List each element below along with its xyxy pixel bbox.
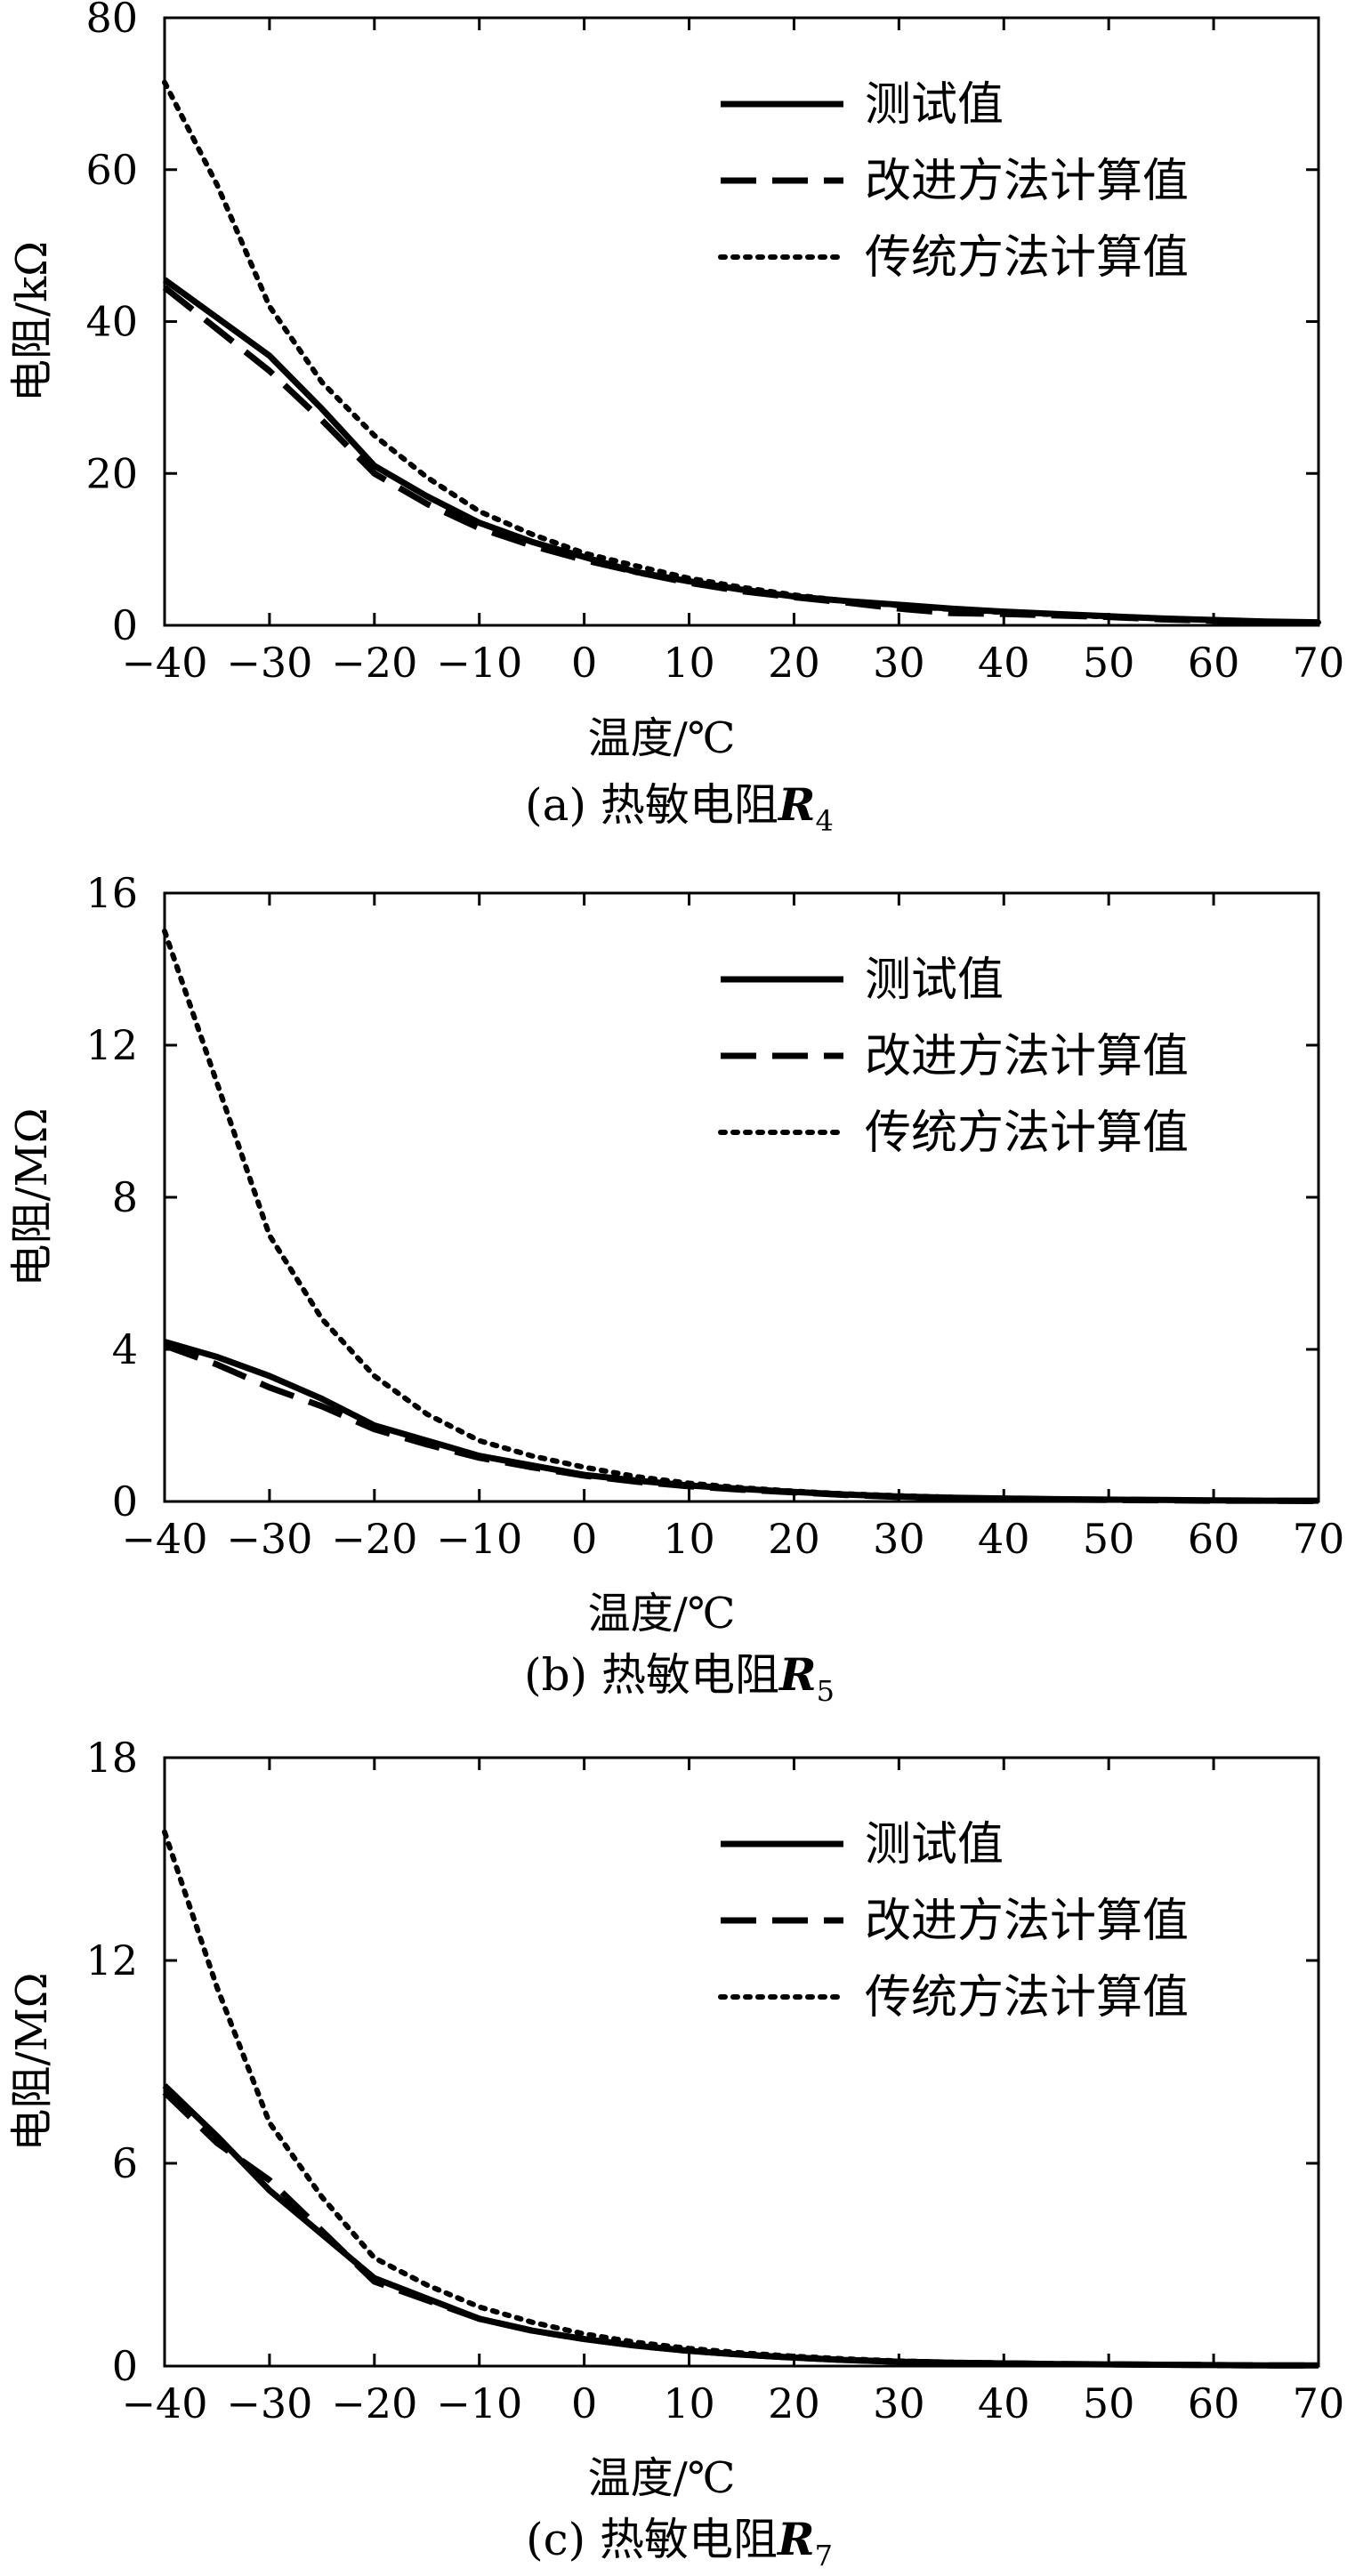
x-axis-title: 温度/℃: [588, 713, 736, 763]
x-tick-label: −30: [226, 639, 312, 687]
y-axis-title: 电阻/kΩ: [7, 241, 57, 402]
y-tick-label: 4: [112, 1325, 138, 1373]
series-line-3: [162, 928, 1321, 1504]
x-tick-label: 20: [768, 2379, 820, 2427]
x-tick-label: −40: [121, 1515, 207, 1563]
x-tick-label: 0: [571, 2379, 597, 2427]
y-tick-label: 40: [85, 298, 138, 346]
legend-label-3: 传统方法计算值: [865, 231, 1189, 285]
y-tick-label: 0: [112, 601, 138, 649]
y-tick-label: 20: [85, 449, 138, 497]
series-line-2: [162, 2089, 1319, 2369]
x-tick-label: 0: [571, 1515, 597, 1563]
x-tick-label: 70: [1293, 2379, 1345, 2427]
legend-label-2: 改进方法计算值: [865, 1895, 1189, 1948]
x-tick-label: 30: [873, 1515, 925, 1563]
x-tick-label: 20: [768, 639, 820, 687]
y-tick-label: 18: [85, 1734, 138, 1782]
x-tick-label: −40: [121, 639, 207, 687]
panel-caption: (c) 热敏电阻R7: [526, 2513, 833, 2572]
x-tick-label: 0: [571, 639, 597, 687]
legend-label-1: 测试值: [865, 954, 1004, 1007]
y-tick-label: 12: [85, 1936, 138, 1984]
x-tick-label: −10: [436, 1515, 522, 1563]
y-tick-label: 6: [112, 2139, 138, 2187]
legend-label-2: 改进方法计算值: [865, 1030, 1189, 1083]
x-tick-label: 10: [663, 1515, 715, 1563]
x-tick-label: −20: [331, 2379, 417, 2427]
y-tick-label: 60: [85, 146, 138, 194]
series-line-3: [162, 1829, 1321, 2369]
plot-frame: [163, 16, 1320, 627]
x-tick-label: 30: [873, 639, 925, 687]
x-axis-title: 温度/℃: [588, 1589, 736, 1638]
x-tick-label: 50: [1083, 1515, 1135, 1563]
x-tick-label: −10: [436, 2379, 522, 2427]
x-tick-label: 10: [663, 2379, 715, 2427]
x-tick-label: 40: [978, 639, 1030, 687]
y-tick-label: 12: [85, 1021, 138, 1069]
x-tick-label: 60: [1188, 639, 1240, 687]
plot-frame: [163, 1756, 1320, 2368]
x-tick-label: −10: [436, 639, 522, 687]
x-tick-label: 70: [1293, 639, 1345, 687]
series-line-1: [164, 1339, 1319, 1504]
x-tick-label: 30: [873, 2379, 925, 2427]
x-tick-label: 50: [1083, 639, 1135, 687]
x-tick-label: −20: [331, 639, 417, 687]
x-tick-label: 70: [1293, 1515, 1345, 1563]
legend-label-3: 传统方法计算值: [865, 1971, 1189, 2025]
panel-caption: (a) 热敏电阻R4: [525, 778, 834, 838]
x-tick-label: 10: [663, 639, 715, 687]
legend-label-3: 传统方法计算值: [865, 1107, 1189, 1160]
x-tick-label: 40: [978, 1515, 1030, 1563]
series-line-2: [162, 285, 1319, 626]
chart-panel-2: −40 −30 −20 −10 0 10 20 30 40 50 60 70 0 4 8 12 16 温度/℃ 电阻…: [7, 869, 1344, 1708]
x-tick-label: −30: [226, 1515, 312, 1563]
y-tick-label: 16: [85, 869, 138, 917]
y-axis-title: 电阻/MΩ: [7, 1972, 57, 2151]
chart-panel-3: −40 −30 −20 −10 0 10 20 30 40 50 60 70 0 6 12 18 温度/℃ 电阻/…: [7, 1734, 1344, 2572]
x-tick-label: −20: [331, 1515, 417, 1563]
chart-panel-1: −40 −30 −20 −10 0 10 20 30 40 50 60 70 0 20 40 60 80 温度/℃…: [7, 0, 1344, 838]
series-line-2: [163, 1342, 1319, 1505]
x-tick-label: 40: [978, 2379, 1030, 2427]
legend-label-2: 改进方法计算值: [865, 155, 1189, 208]
y-tick-label: 80: [85, 0, 138, 42]
panel-caption: (b) 热敏电阻R5: [524, 1648, 835, 1708]
x-axis-title: 温度/℃: [588, 2453, 736, 2503]
x-tick-label: 60: [1188, 1515, 1240, 1563]
x-tick-label: 60: [1188, 2379, 1240, 2427]
y-tick-label: 8: [112, 1173, 138, 1221]
series-line-3: [162, 79, 1321, 625]
y-tick-label: 0: [112, 2342, 138, 2390]
x-tick-label: 50: [1083, 2379, 1135, 2427]
x-tick-label: 20: [768, 1515, 820, 1563]
legend-label-1: 测试值: [865, 78, 1004, 132]
series-line-1: [162, 2083, 1319, 2369]
y-tick-label: 0: [112, 1477, 138, 1525]
x-tick-label: −30: [226, 2379, 312, 2427]
series-line-1: [162, 277, 1319, 626]
x-tick-label: −40: [121, 2379, 207, 2427]
legend-label-1: 测试值: [865, 1818, 1004, 1872]
y-axis-title: 电阻/MΩ: [7, 1107, 57, 1286]
